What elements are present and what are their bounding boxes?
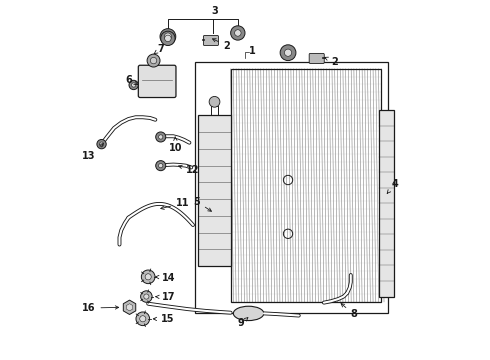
Circle shape [235,30,241,36]
Text: 11: 11 [161,198,190,210]
Bar [198,116,231,266]
Text: 14: 14 [155,273,175,283]
Ellipse shape [233,306,264,320]
Circle shape [136,312,149,325]
Circle shape [164,33,171,40]
FancyBboxPatch shape [138,65,176,98]
Circle shape [231,26,245,40]
Text: 15: 15 [153,314,174,324]
Circle shape [129,80,138,90]
Circle shape [156,161,166,171]
Circle shape [145,274,151,280]
Bar [195,62,389,313]
Circle shape [99,142,104,146]
FancyBboxPatch shape [203,36,219,45]
Text: 2: 2 [213,39,230,50]
Text: 17: 17 [156,292,175,302]
Text: 8: 8 [341,303,358,319]
Text: 3: 3 [211,6,218,17]
Circle shape [280,45,296,60]
Polygon shape [123,300,136,315]
Circle shape [159,163,163,168]
Text: 10: 10 [169,137,183,153]
Text: 9: 9 [238,318,248,328]
Circle shape [140,316,146,322]
Circle shape [156,132,166,142]
Circle shape [131,83,136,87]
Text: 12: 12 [179,165,199,175]
Text: 13: 13 [82,144,103,161]
Circle shape [159,135,163,139]
Text: 7: 7 [154,44,164,54]
Text: 1: 1 [248,46,255,56]
Text: 6: 6 [125,75,138,85]
Circle shape [147,54,160,67]
Bar [379,110,394,297]
Circle shape [150,57,157,64]
Polygon shape [126,304,133,311]
Circle shape [160,29,176,44]
Text: 16: 16 [82,303,119,313]
Circle shape [144,294,149,299]
Text: 4: 4 [387,179,399,193]
Circle shape [161,31,175,45]
FancyBboxPatch shape [309,53,324,63]
Bar [231,69,381,302]
Text: 2: 2 [325,57,338,67]
Circle shape [97,139,106,149]
Circle shape [165,35,171,41]
Circle shape [209,96,220,107]
Circle shape [285,49,292,56]
Circle shape [141,270,155,284]
Circle shape [141,291,152,302]
Text: 5: 5 [194,197,211,211]
